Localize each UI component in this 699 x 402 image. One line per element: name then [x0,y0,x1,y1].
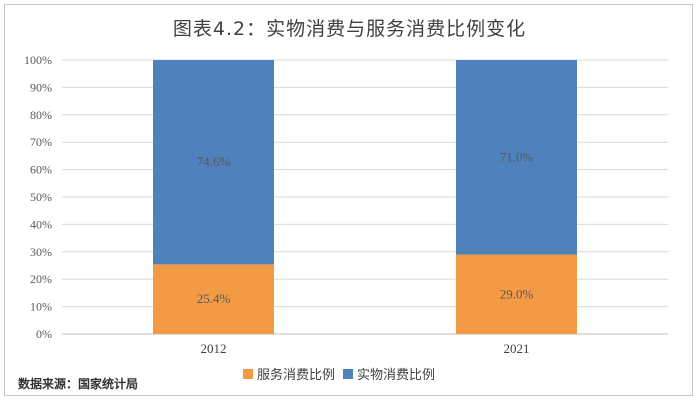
gridlines [62,59,668,335]
y-tick-label: 60% [30,163,52,177]
legend-swatch-goods [343,368,354,379]
y-tick-label: 20% [30,272,52,286]
legend-label-goods: 实物消费比例 [357,368,436,383]
y-axis-ticks: 0% 10% 20% 30% 40% 50% 60% 70% 80% 90% 100% [24,53,52,341]
chart-title: 图表4.2：实物消费与服务消费比例变化 [172,18,527,40]
source-note: 数据来源：国家统计局 [18,377,139,391]
bar-segment [153,264,274,334]
bar-segment [456,254,577,334]
legend: 服务消费比例 实物消费比例 [243,364,443,383]
y-tick-label: 0% [36,327,52,341]
x-tick-label: 2021 [504,341,530,356]
legend-item-service: 服务消费比例 [243,364,335,383]
y-tick-label: 100% [24,53,52,67]
y-tick-label: 10% [30,300,52,314]
bar-segment [456,60,577,255]
y-tick-label: 80% [30,108,52,122]
legend-item-goods: 实物消费比例 [343,364,435,383]
y-tick-label: 70% [30,135,52,149]
x-tick-label: 2012 [201,341,227,356]
x-axis-ticks: 2012 2021 [201,341,530,356]
data-label: 25.4% [197,291,231,306]
data-label: 71.0% [500,149,534,164]
data-label: 74.6% [197,154,231,169]
bar-segment [153,60,274,265]
bars [153,60,577,334]
y-tick-label: 30% [30,245,52,259]
y-tick-label: 40% [30,217,52,231]
legend-swatch-service [243,368,253,379]
chart-frame [4,4,693,396]
y-tick-label: 90% [30,80,52,94]
data-labels: 25.4% 74.6% 29.0% 71.0% [197,149,534,306]
data-label: 29.0% [500,286,534,301]
y-tick-label: 50% [30,190,52,204]
legend-label-service: 服务消费比例 [257,368,336,383]
